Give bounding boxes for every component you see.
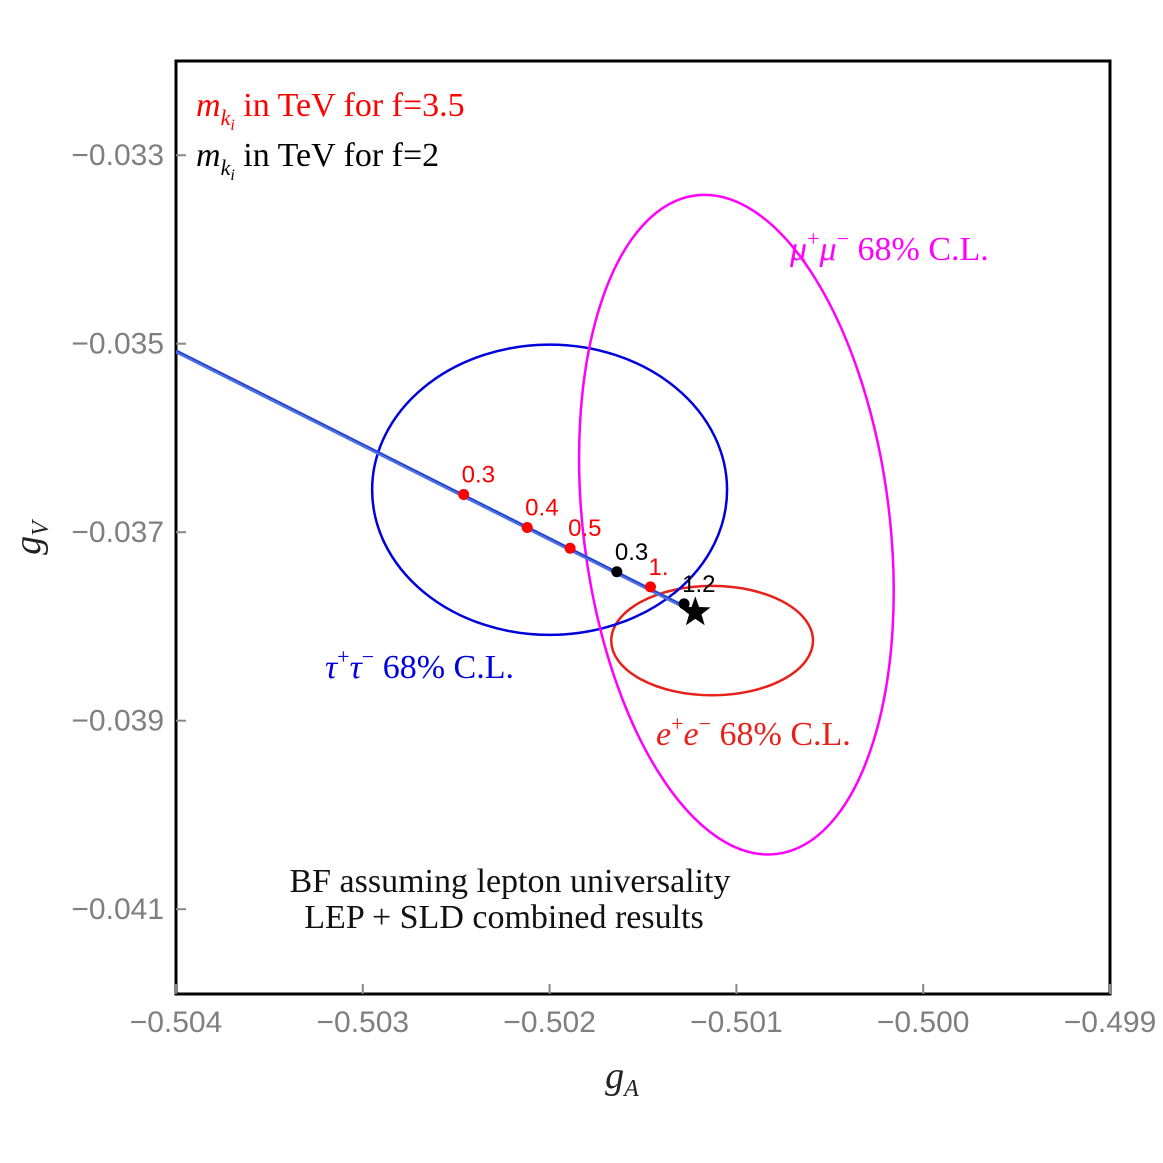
legend-m: m xyxy=(196,87,221,124)
tautau-b: τ xyxy=(350,649,364,686)
x-axis-title-sub: A xyxy=(622,1076,639,1102)
legend-k: k xyxy=(221,155,232,180)
mumu-label: μ+μ− 68% C.L. xyxy=(789,226,989,268)
point-label: 0.3 xyxy=(615,539,648,566)
sup-plus: + xyxy=(671,711,683,736)
legend-i: i xyxy=(230,167,234,184)
tautau-a: τ xyxy=(325,649,339,686)
sup-minus: − xyxy=(699,711,711,736)
data-point xyxy=(564,542,576,554)
sup-plus: + xyxy=(807,226,819,251)
note-line-1: BF assuming lepton universality xyxy=(289,863,730,900)
legend-i: i xyxy=(230,117,234,134)
legend-m: m xyxy=(196,137,221,174)
x-tick-label: −0.504 xyxy=(130,1006,223,1039)
tautau-c: 68% C.L. xyxy=(374,649,514,686)
ee-a: e xyxy=(656,716,671,753)
data-point xyxy=(611,566,623,578)
y-tick-label: −0.033 xyxy=(71,139,164,172)
point-label: 1. xyxy=(648,554,668,581)
best-fit-star xyxy=(680,596,711,626)
x-tick-label: −0.499 xyxy=(1064,1006,1157,1039)
y-axis: −0.033 −0.035 −0.037 −0.039 −0.041 xyxy=(71,139,186,926)
ee-c: 68% C.L. xyxy=(711,716,851,753)
trajectory-line xyxy=(176,349,697,615)
data-point xyxy=(644,581,656,593)
sup-plus: + xyxy=(337,644,349,669)
x-axis-title-main: g xyxy=(605,1055,624,1097)
data-point xyxy=(678,598,690,610)
legend-entry-f2: mki in TeV for f=2 xyxy=(196,137,439,184)
y-axis-title-sub: V xyxy=(28,519,54,536)
note-line-2: LEP + SLD combined results xyxy=(304,899,703,936)
point-label: 0.3 xyxy=(462,462,495,489)
point-label: 0.4 xyxy=(525,495,558,522)
y-tick-label: −0.041 xyxy=(71,893,164,926)
x-axis: −0.504 −0.503 −0.502 −0.501 −0.500 −0.499 xyxy=(130,984,1157,1039)
legend-entry-f35: mki in TeV for f=3.5 xyxy=(196,87,465,134)
ee-label: e+e− 68% C.L. xyxy=(656,711,851,753)
legend-text: in TeV for f=3.5 xyxy=(235,87,465,124)
x-tick-label: −0.501 xyxy=(690,1006,783,1039)
x-tick-label: −0.500 xyxy=(877,1006,970,1039)
contour-layer xyxy=(370,193,895,856)
x-tick-label: −0.502 xyxy=(503,1006,596,1039)
legend: mki in TeV for f=3.5 mki in TeV for f=2 xyxy=(196,87,465,184)
contour-ellipse xyxy=(577,193,895,856)
sup-minus: − xyxy=(362,644,374,669)
ee-b: e xyxy=(684,716,699,753)
point-label: 1.2 xyxy=(682,571,715,598)
contour-ellipse xyxy=(609,584,815,697)
sup-minus: − xyxy=(837,226,849,251)
mumu-a: μ xyxy=(789,231,807,268)
tautau-label: τ+τ− 68% C.L. xyxy=(325,644,514,686)
mumu-c: 68% C.L. xyxy=(849,231,989,268)
trajectory-layer xyxy=(176,349,697,615)
legend-k: k xyxy=(221,105,232,130)
data-point xyxy=(521,522,533,533)
y-tick-label: −0.037 xyxy=(71,516,164,549)
y-axis-title-main: g xyxy=(7,536,49,555)
y-axis-title: gV xyxy=(7,519,54,555)
y-tick-label: −0.035 xyxy=(71,328,164,361)
legend-text: in TeV for f=2 xyxy=(235,137,439,174)
data-point xyxy=(458,489,470,501)
x-tick-label: −0.503 xyxy=(317,1006,410,1039)
trajectory-line-edge xyxy=(176,349,696,612)
plot-frame xyxy=(174,59,1112,996)
point-label: 0.5 xyxy=(568,515,601,542)
mumu-b: μ xyxy=(819,231,837,268)
contour-ellipse xyxy=(370,343,729,637)
y-tick-label: −0.039 xyxy=(71,705,164,738)
x-axis-title: gA xyxy=(605,1055,639,1102)
points-layer: 0.30.40.51.0.31.2 xyxy=(458,462,715,626)
